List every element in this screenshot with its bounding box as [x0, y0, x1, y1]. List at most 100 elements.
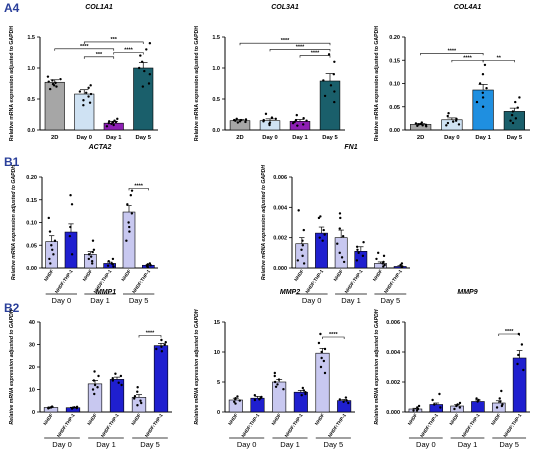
data-point: [273, 374, 276, 378]
x-tick-label: Day 5: [507, 135, 523, 141]
x-tick-label: NHDF: [407, 413, 419, 426]
data-point: [105, 125, 109, 128]
y-tick-label: 1.5: [27, 35, 35, 41]
bar: [512, 357, 527, 413]
data-point: [140, 60, 144, 63]
data-point: [164, 341, 167, 344]
x-tick-label: NHDF: [43, 269, 55, 282]
bar: [133, 67, 154, 131]
y-tick-label: 0.20: [389, 35, 400, 41]
data-point: [69, 194, 72, 197]
data-point: [160, 338, 163, 342]
y-tick-label: 10: [214, 350, 220, 356]
x-tick-label: Day 1: [292, 135, 308, 141]
data-point: [128, 225, 131, 229]
data-point: [375, 257, 378, 261]
data-point: [300, 394, 303, 397]
x-tick-label: NHDF: [448, 413, 460, 426]
data-point: [399, 263, 402, 267]
data-point: [294, 118, 298, 122]
y-axis-label: Relative mRNA expression adjusted to GAP…: [194, 26, 200, 141]
y-tick-label: 0.05: [26, 243, 37, 249]
chart-title: MMP2: [280, 289, 300, 296]
x-tick-label: NHDF:THP-1: [131, 268, 151, 294]
data-point: [70, 203, 74, 206]
data-point: [416, 124, 419, 128]
group-label: Day 1: [96, 440, 116, 449]
data-point: [319, 332, 322, 336]
data-point: [264, 112, 268, 116]
data-point: [476, 400, 479, 403]
data-point: [483, 63, 487, 67]
data-point: [117, 381, 120, 384]
data-point: [235, 117, 238, 121]
data-point: [125, 239, 128, 242]
significance-label: ***: [111, 37, 118, 43]
y-tick-label: 0.000: [386, 410, 400, 416]
data-point: [48, 87, 52, 91]
x-tick-label: NHDF: [490, 413, 502, 426]
significance-bracket: [498, 333, 520, 336]
data-point: [234, 402, 237, 405]
bar: [272, 381, 287, 413]
data-point: [88, 101, 92, 104]
y-axis-label: Relative mRNA expression adjusted to GAP…: [9, 309, 15, 424]
x-tick-label: Day 1: [106, 135, 122, 141]
significance-bracket: [83, 56, 115, 59]
group-label: Day 1: [341, 296, 361, 305]
data-point: [274, 385, 278, 388]
x-tick-label: NHDF:THP-1: [419, 412, 439, 438]
data-point: [439, 406, 442, 409]
data-point: [120, 383, 123, 387]
group-label: Day 1: [280, 440, 300, 449]
group-label: Day 0: [52, 440, 72, 449]
group-label: Day 5: [381, 296, 401, 305]
data-point: [127, 221, 130, 224]
data-point: [355, 259, 359, 262]
data-point: [96, 386, 99, 389]
data-point: [323, 233, 326, 236]
data-point: [431, 398, 434, 402]
data-point: [338, 227, 341, 230]
data-point: [500, 389, 503, 393]
data-point: [128, 230, 131, 233]
significance-label: ***: [96, 52, 103, 58]
data-point: [518, 96, 521, 99]
chart-title: COL3A1: [271, 4, 299, 11]
data-point: [322, 359, 326, 363]
bar: [471, 401, 485, 413]
data-point: [133, 395, 137, 398]
y-tick-label: 0.002: [386, 380, 400, 386]
data-point: [244, 120, 247, 124]
chart-title: COL4A1: [454, 4, 482, 11]
data-point: [481, 91, 485, 95]
data-point: [47, 216, 50, 220]
data-point: [511, 121, 515, 125]
data-point: [145, 48, 148, 51]
significance-bracket: [322, 336, 345, 339]
x-tick-label: NHDF: [82, 269, 94, 282]
data-point: [112, 123, 115, 127]
bar: [64, 231, 78, 269]
data-point: [296, 259, 300, 262]
x-tick-label: Day 0: [77, 135, 92, 141]
data-point: [59, 77, 62, 81]
x-tick-label: NHDF:THP-1: [502, 412, 522, 438]
data-point: [302, 123, 305, 126]
y-tick-label: 1.0: [27, 66, 35, 72]
data-point: [319, 365, 323, 369]
data-point: [276, 383, 279, 386]
data-point: [302, 389, 306, 392]
data-point: [382, 254, 386, 258]
data-point: [485, 86, 488, 90]
data-point: [342, 400, 345, 403]
data-point: [139, 54, 142, 57]
y-tick-label: 0: [217, 410, 220, 416]
data-point: [438, 392, 441, 396]
data-point: [421, 124, 424, 127]
data-point: [499, 400, 502, 403]
data-point: [160, 350, 164, 353]
significance-bracket: [83, 41, 144, 44]
data-point: [340, 256, 344, 259]
x-tick-label: NHDF:THP-1: [144, 412, 164, 438]
